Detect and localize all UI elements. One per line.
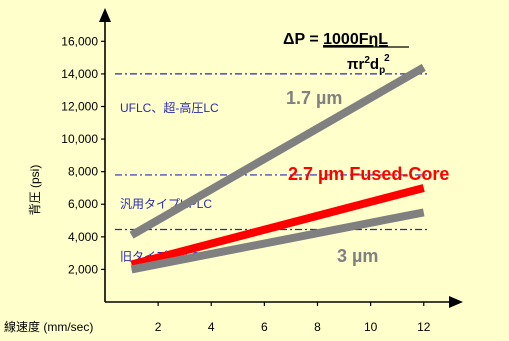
x-tick-label: 8 [314, 320, 321, 334]
axes [99, 8, 463, 308]
x-tick-label: 10 [364, 320, 378, 334]
x-tick-label: 6 [261, 320, 268, 334]
x-tick-label: 4 [208, 320, 215, 334]
y-tick-label: 14,000 [61, 67, 98, 81]
y-tick-label: 10,000 [61, 132, 98, 146]
tick-labels: 2,000 4,000 6,000 8,000 10,000 12,000 14,000 16… [61, 34, 430, 334]
x-tick-label: 12 [417, 320, 431, 334]
x-axis-arrow [449, 296, 463, 308]
x-tick-label: 2 [155, 320, 162, 334]
series-label: 2.7 µm Fused-Core [288, 164, 449, 184]
reference-label: UFLC、超-高圧LC [120, 100, 219, 115]
formula-den-r-exp: 2 [364, 55, 370, 66]
annotation-labels: 1.7 µm 2.7 µm Fused-Core 3 µm [286, 88, 449, 266]
formula-top: ΔP = 1000FηL [283, 31, 388, 48]
y-axis-arrow [99, 8, 111, 22]
formula-denominator: πr2dp2 [347, 53, 390, 76]
y-tick-label: 8,000 [68, 165, 98, 179]
y-tick-label: 2,000 [68, 262, 98, 276]
formula-numerator: 1000FηL [323, 31, 388, 48]
formula-den-d-exp: 2 [384, 53, 390, 64]
formula-den-d-sub: p [379, 65, 385, 76]
y-tick-label: 16,000 [61, 34, 98, 48]
y-tick-label: 6,000 [68, 197, 98, 211]
formula-lhs: ΔP = [283, 31, 323, 48]
formula: ΔP = 1000FηL πr2dp2 [283, 31, 409, 76]
formula-den-r: r [358, 56, 364, 73]
series-label: 1.7 µm [286, 88, 342, 108]
formula-den-pi: π [347, 56, 359, 73]
series-line [129, 63, 426, 239]
series-line [130, 184, 425, 269]
x-axis-title: 線速度 (mm/sec) [4, 319, 93, 334]
formula-den-d: d [370, 56, 379, 73]
y-tick-label: 12,000 [61, 99, 98, 113]
series-lines [129, 63, 426, 274]
y-tick-label: 4,000 [68, 230, 98, 244]
series-label: 3 µm [337, 246, 378, 266]
series-line [130, 208, 425, 274]
y-axis-title: 背圧 (psi) [28, 165, 42, 216]
